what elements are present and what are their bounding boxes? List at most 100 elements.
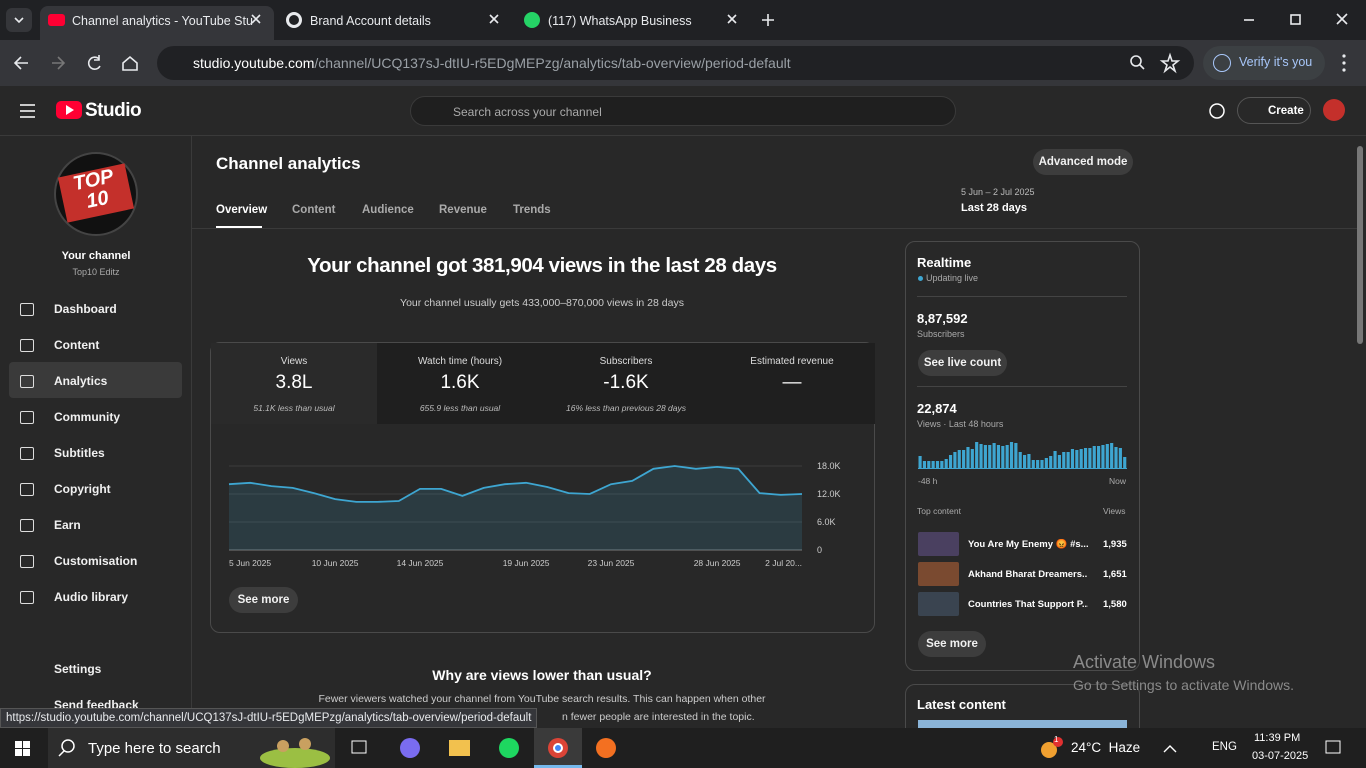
views-count: 22,874	[917, 401, 957, 416]
nav-item[interactable]: Copyright	[54, 482, 111, 496]
metric-value: —	[782, 372, 802, 393]
metric-note: 655.9 less than usual	[419, 403, 501, 413]
create-button[interactable]: Create	[1237, 97, 1311, 124]
nav-item[interactable]: Community	[54, 410, 120, 424]
see-more-button[interactable]: See more	[229, 587, 298, 613]
search-box[interactable]: Search across your channel	[410, 96, 956, 126]
video-views: 1,935	[1103, 539, 1127, 550]
tab-title: Brand Account details	[310, 14, 431, 28]
metric-tile[interactable]: Subscribers -1.6K 16% less than previous 2…	[543, 343, 709, 424]
nav-selected	[9, 362, 182, 398]
nav-icon	[20, 555, 34, 568]
tab-title: (117) WhatsApp Business	[548, 14, 692, 28]
address-bar[interactable]	[157, 46, 1194, 80]
metric-value: 1.6K	[440, 372, 480, 393]
overview-card	[210, 342, 875, 633]
subscriber-count: 8,87,592	[917, 311, 968, 326]
clock-time[interactable]: 11:39 PM	[1254, 732, 1301, 744]
metric-label: Views	[280, 356, 308, 367]
channel-name: Top10 Editz	[72, 267, 120, 277]
thumbnail[interactable]	[918, 532, 959, 556]
top-content-label: Top content	[917, 506, 961, 516]
axis-end: Now	[1109, 476, 1127, 486]
weather[interactable]: 24°C Haze	[1071, 740, 1141, 755]
divider	[192, 228, 1358, 229]
tab-icon	[524, 12, 540, 28]
see-more-button[interactable]: See more	[918, 631, 986, 657]
latest-title: Latest content	[917, 697, 1006, 712]
video-title[interactable]: Akhand Bharat Dreamers...	[968, 569, 1088, 580]
watermark-title: Activate Windows	[1073, 652, 1216, 672]
video-title[interactable]: Countries That Support P...	[968, 599, 1088, 610]
chrome-icons	[13, 13, 1348, 74]
divider	[917, 296, 1127, 297]
tab[interactable]: Overview	[216, 204, 268, 216]
tab[interactable]: Revenue	[439, 204, 487, 216]
advanced-mode-button[interactable]: Advanced mode	[1033, 149, 1133, 175]
scrollbar	[1357, 146, 1363, 344]
nav-icon	[20, 591, 34, 604]
url-host: studio.youtube.com	[193, 55, 315, 71]
axis-start: -48 h	[918, 476, 938, 486]
tab[interactable]: Brand Account details	[278, 6, 512, 40]
tab[interactable]: Content	[292, 204, 336, 216]
tab-indicator	[216, 226, 262, 228]
subscriber-label: Subscribers	[917, 329, 965, 339]
taskbar-search[interactable]: Type here to search	[88, 740, 221, 757]
metric-label: Watch time (hours)	[417, 356, 503, 367]
tab-search-button[interactable]	[6, 8, 32, 32]
tab-icon	[48, 14, 65, 26]
tab[interactable]: Trends	[513, 204, 551, 216]
views-column-label: Views	[1103, 506, 1126, 516]
metric-label: Subscribers	[599, 356, 653, 367]
nav-item[interactable]: Subtitles	[54, 446, 105, 460]
language[interactable]: ENG	[1212, 741, 1237, 753]
nav-icon	[20, 339, 34, 352]
nav-item[interactable]: Dashboard	[54, 302, 117, 316]
url-path: /channel/UCQ137sJ-dtIU-r5EDgMEPzg/analyt…	[314, 55, 791, 71]
tab-icon	[286, 12, 302, 28]
nav-item[interactable]: Customisation	[54, 554, 138, 568]
profile-icon	[1213, 54, 1231, 72]
realtime-title: Realtime	[917, 255, 972, 270]
nav-item[interactable]: Content	[54, 338, 100, 352]
realtime-card	[905, 241, 1140, 671]
see-live-count-button[interactable]: See live count	[918, 350, 1007, 376]
tab[interactable]: (117) WhatsApp Business	[516, 6, 750, 40]
metric-tile[interactable]: Watch time (hours) 1.6K 655.9 less than us…	[377, 343, 543, 424]
nav-item[interactable]: Settings	[54, 662, 102, 676]
insight-text: Fewer viewers watched your channel from …	[318, 693, 766, 705]
video-title[interactable]: You Are My Enemy 😡 #s...	[968, 539, 1088, 550]
nav-item[interactable]: Audio library	[54, 590, 129, 604]
tab-title: Channel analytics - YouTube Stu	[72, 14, 253, 28]
metric-note: 51.1K less than usual	[253, 403, 335, 413]
tab[interactable]: Channel analytics - YouTube Stu	[40, 6, 274, 40]
tab[interactable]: Audience	[362, 204, 414, 216]
latest-thumbnail	[918, 720, 1127, 728]
studio-logo[interactable]: Studio	[85, 100, 142, 121]
realtime-status: Updating live	[926, 273, 979, 283]
create-label: Create	[1268, 105, 1304, 117]
metric-note: 16% less than previous 28 days	[565, 403, 687, 413]
metric-label: Estimated revenue	[750, 356, 834, 367]
period-select[interactable]: Last 28 days	[961, 202, 1028, 214]
watermark-text: Go to Settings to activate Windows.	[1073, 677, 1294, 693]
thumbnail[interactable]	[918, 562, 959, 586]
nav-item[interactable]: Analytics	[54, 374, 108, 388]
subhead: Your channel usually gets 433,000–870,00…	[400, 297, 684, 309]
sidebar	[0, 136, 192, 728]
verify-label: Verify it's you	[1239, 55, 1313, 69]
url: studio.youtube.com/channel/UCQ137sJ-dtIU…	[193, 55, 791, 71]
metric-tile[interactable]: Views 3.8L 51.1K less than usual	[211, 343, 377, 424]
clock-date[interactable]: 03-07-2025	[1252, 750, 1309, 762]
nav-icon	[20, 447, 34, 460]
weather-badge: 1	[1054, 735, 1059, 744]
nav-icon	[20, 483, 34, 496]
thumbnail[interactable]	[918, 592, 959, 616]
metric-tile[interactable]: Estimated revenue —	[709, 343, 875, 424]
divider	[917, 386, 1127, 387]
nav-item[interactable]: Earn	[54, 518, 81, 532]
nav-icon	[20, 411, 34, 424]
metric-value: -1.6K	[603, 372, 649, 393]
